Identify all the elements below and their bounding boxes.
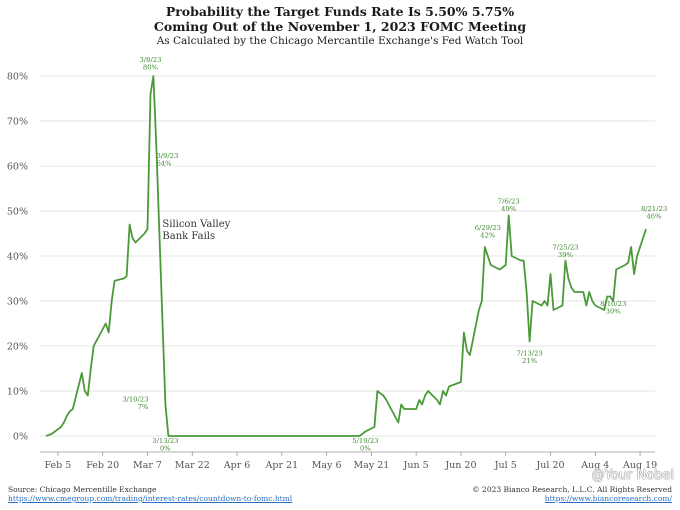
data-label-value: 30% bbox=[606, 308, 622, 316]
data-label-date: 6/29/23 bbox=[475, 224, 501, 232]
y-tick-label: 10% bbox=[7, 387, 28, 398]
y-tick-label: 70% bbox=[7, 117, 28, 128]
x-tick-label: Feb 5 bbox=[44, 460, 71, 471]
y-tick-label: 20% bbox=[7, 342, 28, 353]
event-label: Silicon Valley bbox=[162, 219, 230, 230]
x-tick-label: Apr 6 bbox=[223, 460, 251, 471]
annotation-layer: 3/8/2380%3/9/2364%3/10/237%3/13/230%5/19… bbox=[122, 56, 667, 453]
copyright-label: © 2023 Bianco Research, L.L.C. All Right… bbox=[472, 485, 672, 494]
data-label-value: 7% bbox=[138, 403, 149, 411]
data-label-date: 3/13/23 bbox=[152, 437, 178, 445]
watermark: @Your Nobel bbox=[591, 468, 674, 483]
axis-layer: 0% 10% 20% 30% 40% 50% 60% 70% 80% Feb 5 Feb 20 Mar… bbox=[7, 72, 657, 472]
copyright-link[interactable]: https://www.biancoresearch.com/ bbox=[544, 494, 672, 503]
x-tick-label: Jul 20 bbox=[535, 460, 564, 471]
data-label-value: 0% bbox=[360, 445, 371, 453]
data-label-value: 64% bbox=[156, 160, 172, 168]
data-label-date: 7/6/23 bbox=[498, 198, 520, 206]
data-label-date: 3/10/23 bbox=[122, 396, 148, 404]
x-tick-label: Feb 20 bbox=[86, 460, 119, 471]
chart-subtitle: As Calculated by the Chicago Mercantile … bbox=[156, 35, 524, 47]
x-tick-label: Jun 20 bbox=[444, 460, 476, 471]
data-label-date: 8/10/23 bbox=[600, 300, 626, 308]
series-line bbox=[45, 75, 647, 437]
x-tick-label: Aug 19 bbox=[622, 460, 657, 471]
y-tick-label: 80% bbox=[7, 72, 28, 83]
x-tick-label: Jun 5 bbox=[403, 460, 429, 471]
y-tick-label: 50% bbox=[7, 207, 28, 218]
y-tick-label: 0% bbox=[13, 432, 28, 443]
chart-title: Probability the Target Funds Rate Is 5.5… bbox=[165, 4, 515, 19]
y-tick-label: 60% bbox=[7, 162, 28, 173]
y-tick-label: 30% bbox=[7, 297, 28, 308]
series-layer bbox=[45, 75, 647, 437]
data-label-date: 7/13/23 bbox=[517, 350, 543, 358]
x-tick-label: May 21 bbox=[353, 460, 389, 471]
data-label-date: 3/9/23 bbox=[156, 152, 178, 160]
x-tick-label: Apr 21 bbox=[265, 460, 299, 471]
x-tick-label: Aug 4 bbox=[580, 460, 609, 471]
chart-title-line2: Coming Out of the November 1, 2023 FOMC … bbox=[153, 19, 527, 34]
y-tick-label: 40% bbox=[7, 252, 28, 263]
source-link[interactable]: https://www.cmegroup.com/trading/interes… bbox=[8, 494, 293, 503]
data-label-value: 42% bbox=[480, 232, 496, 240]
data-label-value: 0% bbox=[160, 445, 171, 453]
data-label-date: 5/19/23 bbox=[352, 437, 378, 445]
data-label-value: 49% bbox=[501, 205, 517, 213]
data-label-date: 7/25/23 bbox=[552, 244, 578, 252]
source-label: Source: Chicago Mercentille Exchange bbox=[8, 485, 157, 494]
data-label-value: 80% bbox=[143, 64, 159, 72]
data-label-value: 46% bbox=[646, 213, 662, 221]
event-label: Bank Fails bbox=[162, 231, 215, 242]
data-label-value: 39% bbox=[558, 251, 574, 259]
x-tick-label: May 6 bbox=[312, 460, 342, 471]
x-tick-label: Mar 22 bbox=[175, 460, 210, 471]
x-tick-label: Mar 7 bbox=[133, 460, 162, 471]
x-tick-label: Jul 5 bbox=[494, 460, 517, 471]
data-label-date: 8/21/23 bbox=[641, 205, 667, 213]
data-label-value: 21% bbox=[522, 357, 538, 365]
data-label-date: 3/8/23 bbox=[140, 56, 162, 64]
